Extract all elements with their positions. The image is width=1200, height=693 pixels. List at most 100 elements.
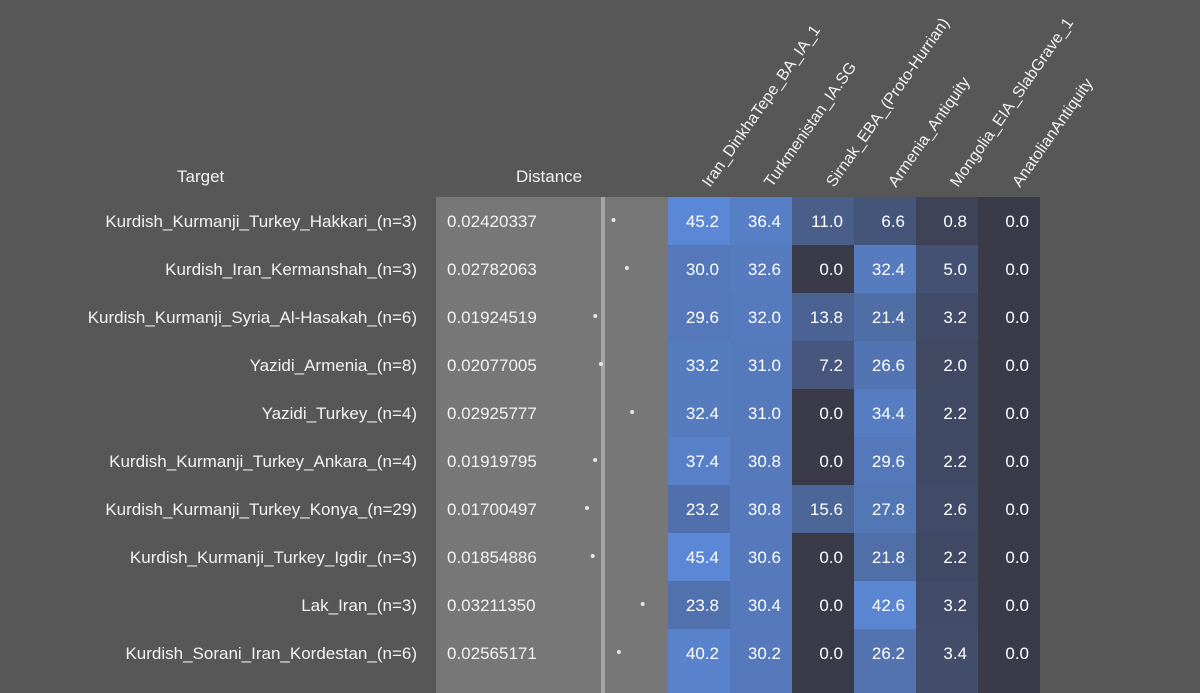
heat-cell <box>668 629 730 677</box>
cell-value: 30.0 <box>686 260 719 279</box>
cell-value: 31.0 <box>748 404 781 423</box>
heat-column-tail <box>730 677 792 693</box>
cell-value: 0.0 <box>1005 212 1029 231</box>
heat-cell <box>854 341 916 389</box>
heat-cell <box>854 389 916 437</box>
heat-column-tail <box>978 677 1040 693</box>
distance-dot <box>590 554 595 558</box>
column-header: Mongolia_EIA_SlabGrave_1 <box>947 15 1077 190</box>
target-label: Kurdish_Kurmanji_Syria_Al-Hasakah_(n=6) <box>88 308 417 327</box>
cell-value: 30.8 <box>748 452 781 471</box>
heat-cell <box>730 197 792 245</box>
distance-value: 0.02420337 <box>447 212 537 231</box>
cell-value: 23.8 <box>686 596 719 615</box>
heat-cell <box>668 437 730 485</box>
heat-column-tail <box>668 677 730 693</box>
cell-value: 2.2 <box>943 452 967 471</box>
heat-cell <box>916 197 978 245</box>
cell-value: 30.8 <box>748 500 781 519</box>
cell-value: 15.6 <box>810 500 843 519</box>
distance-value: 0.02925777 <box>447 404 537 423</box>
heat-column-tail <box>916 677 978 693</box>
heat-cell <box>916 629 978 677</box>
cell-value: 0.0 <box>819 404 843 423</box>
cell-value: 27.8 <box>872 500 905 519</box>
distance-value: 0.01919795 <box>447 452 537 471</box>
heat-cell <box>978 581 1040 629</box>
cell-value: 2.2 <box>943 548 967 567</box>
cell-value: 0.0 <box>819 452 843 471</box>
heat-cell <box>916 293 978 341</box>
heat-cell <box>792 581 854 629</box>
cell-value: 26.2 <box>872 644 905 663</box>
cell-value: 37.4 <box>686 452 719 471</box>
cell-value: 7.2 <box>819 356 843 375</box>
heat-cell <box>854 629 916 677</box>
distance-dot <box>611 218 616 222</box>
heat-cell <box>854 485 916 533</box>
cell-value: 0.0 <box>1005 644 1029 663</box>
heat-cell <box>916 437 978 485</box>
cell-value: 42.6 <box>872 596 905 615</box>
cell-value: 0.0 <box>1005 452 1029 471</box>
heat-cell <box>854 581 916 629</box>
distance-dot <box>598 362 603 366</box>
heat-cell <box>792 485 854 533</box>
distance-value: 0.01854886 <box>447 548 537 567</box>
distance-dot <box>585 506 590 510</box>
heat-cell <box>978 341 1040 389</box>
heat-cell <box>668 245 730 293</box>
cell-value: 30.6 <box>748 548 781 567</box>
target-label: Yazidi_Armenia_(n=8) <box>250 356 417 375</box>
heat-cell <box>854 437 916 485</box>
heat-cell <box>792 389 854 437</box>
heat-cell <box>792 293 854 341</box>
cell-value: 0.0 <box>1005 260 1029 279</box>
cell-value: 26.6 <box>872 356 905 375</box>
cell-value: 30.2 <box>748 644 781 663</box>
heat-cell <box>978 245 1040 293</box>
heat-cell <box>978 629 1040 677</box>
heat-cell <box>730 629 792 677</box>
cell-value: 29.6 <box>872 452 905 471</box>
distance-value: 0.03211350 <box>447 596 536 615</box>
cell-value: 11.0 <box>811 212 843 231</box>
heat-cell <box>668 293 730 341</box>
distance-panel <box>436 197 668 693</box>
cell-value: 21.4 <box>872 308 905 327</box>
distance-value: 0.01924519 <box>447 308 537 327</box>
heat-cell <box>792 341 854 389</box>
heat-cell <box>978 485 1040 533</box>
distance-dot <box>616 650 621 654</box>
heat-cell <box>730 533 792 581</box>
heat-cell <box>978 197 1040 245</box>
cell-value: 34.4 <box>872 404 905 423</box>
cell-value: 2.2 <box>943 404 967 423</box>
cell-value: 5.0 <box>943 260 967 279</box>
heat-cell <box>854 533 916 581</box>
heat-cell <box>730 245 792 293</box>
heat-cell <box>730 293 792 341</box>
heat-cell <box>668 581 730 629</box>
cell-value: 0.0 <box>1005 404 1029 423</box>
cell-value: 0.0 <box>1005 596 1029 615</box>
cell-value: 0.0 <box>819 260 843 279</box>
heat-cell <box>668 341 730 389</box>
heat-cell <box>730 485 792 533</box>
distance-value: 0.02565171 <box>447 644 537 663</box>
heat-cell <box>916 485 978 533</box>
cell-value: 45.4 <box>686 548 719 567</box>
heat-cell <box>854 197 916 245</box>
cell-value: 33.2 <box>686 356 719 375</box>
heat-cell <box>668 533 730 581</box>
target-label: Kurdish_Kurmanji_Turkey_Igdir_(n=3) <box>130 548 417 567</box>
distance-value: 0.02077005 <box>447 356 537 375</box>
cell-value: 0.8 <box>943 212 967 231</box>
cell-value: 0.0 <box>819 548 843 567</box>
cell-value: 32.6 <box>748 260 781 279</box>
cell-value: 30.4 <box>748 596 781 615</box>
cell-value: 36.4 <box>748 212 781 231</box>
distance-dot <box>640 602 645 606</box>
column-header: Iran_DinkhaTepe_BA_IA_1 <box>699 22 824 190</box>
heat-cell <box>668 389 730 437</box>
